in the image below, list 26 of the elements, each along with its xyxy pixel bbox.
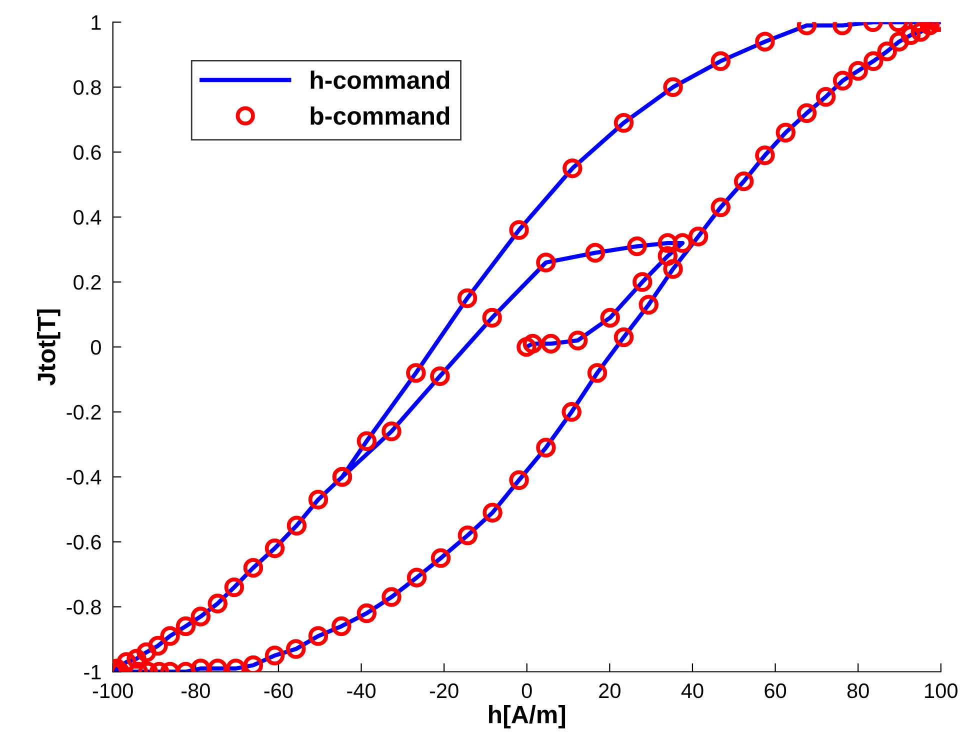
y-tick-label: -0.8: [66, 600, 101, 615]
legend-label: b-command: [310, 106, 450, 125]
y-tick-label: -0.2: [66, 404, 101, 420]
y-tick-label: 0.6: [74, 145, 101, 160]
y-tick-label: 0.4: [74, 210, 102, 225]
y-tick-label: 0: [90, 340, 101, 355]
x-tick-label: 20: [599, 683, 620, 698]
y-tick-label: -0.4: [66, 470, 102, 485]
y-tick-label: 0.2: [74, 275, 101, 290]
y-tick-label: -0.6: [66, 534, 101, 550]
y-tick-label: 1: [92, 15, 101, 30]
x-tick-label: -20: [430, 683, 458, 698]
x-tick-label: -100: [92, 683, 133, 698]
legend-label: h-command: [310, 70, 450, 90]
y-axis-title: Jtot[T]: [37, 309, 60, 386]
x-tick-label: 60: [764, 683, 786, 698]
x-tick-label: -80: [182, 683, 210, 698]
x-tick-label: 0: [522, 683, 532, 698]
x-tick-label: -40: [347, 683, 376, 698]
x-tick-label: -60: [264, 683, 293, 698]
x-tick-label: 80: [847, 683, 869, 698]
x-tick-label: 40: [681, 683, 704, 698]
y-tick-label: 0.8: [74, 80, 101, 95]
x-tick-label: 100: [925, 683, 958, 698]
y-tick-label: -1: [84, 664, 101, 680]
x-axis-title: h[A/m]: [489, 705, 566, 728]
